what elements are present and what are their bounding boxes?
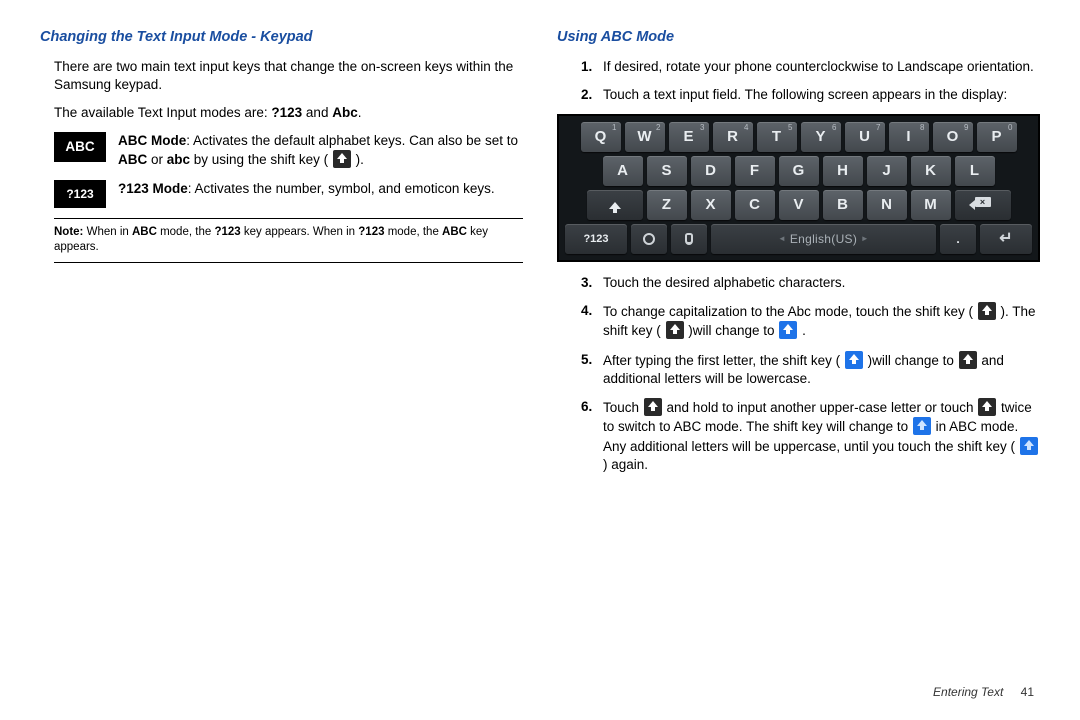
shift-icon bbox=[978, 398, 996, 416]
letter-key[interactable]: R4 bbox=[713, 122, 753, 152]
step-1: 1.If desired, rotate your phone counterc… bbox=[581, 58, 1040, 76]
letter-key[interactable]: D bbox=[691, 156, 731, 186]
period-key[interactable]: . bbox=[940, 224, 976, 254]
mode-123-key[interactable]: ?123 bbox=[565, 224, 627, 254]
letter-key[interactable]: A bbox=[603, 156, 643, 186]
page-footer: Entering Text 41 bbox=[933, 684, 1034, 700]
step-4: 4. To change capitalization to the Abc m… bbox=[581, 302, 1040, 340]
right-heading: Using ABC Mode bbox=[557, 28, 1040, 48]
steps-list-cont: 3.Touch the desired alphabetic character… bbox=[557, 274, 1040, 474]
shift-icon bbox=[959, 351, 977, 369]
abc-desc: ABC Mode: Activates the default alphabet… bbox=[118, 132, 523, 169]
letter-key[interactable]: J bbox=[867, 156, 907, 186]
letter-key[interactable]: K bbox=[911, 156, 951, 186]
step-3: 3.Touch the desired alphabetic character… bbox=[581, 274, 1040, 292]
shift-icon bbox=[978, 302, 996, 320]
step-2: 2.Touch a text input field. The followin… bbox=[581, 86, 1040, 104]
settings-key[interactable] bbox=[631, 224, 667, 254]
letter-key[interactable]: L bbox=[955, 156, 995, 186]
letter-key[interactable]: S bbox=[647, 156, 687, 186]
enter-icon: ↵ bbox=[999, 228, 1012, 250]
letter-key[interactable]: G bbox=[779, 156, 819, 186]
shift-icon bbox=[333, 150, 351, 168]
letter-key[interactable]: V bbox=[779, 190, 819, 220]
n123-desc: ?123 Mode: Activates the number, symbol,… bbox=[118, 180, 495, 198]
left-intro-1: There are two main text input keys that … bbox=[40, 58, 523, 94]
letter-key[interactable]: Y6 bbox=[801, 122, 841, 152]
letter-key[interactable]: U7 bbox=[845, 122, 885, 152]
abc-mode-row: ABC ABC Mode: Activates the default alph… bbox=[54, 132, 523, 169]
abc-badge: ABC bbox=[54, 132, 106, 162]
letter-key[interactable]: Z bbox=[647, 190, 687, 220]
n123-mode-row: ?123 ?123 Mode: Activates the number, sy… bbox=[54, 180, 523, 208]
step-6: 6. Touch and hold to input another upper… bbox=[581, 398, 1040, 474]
keyboard-figure: Q1W2E3R4T5Y6U7I8O9P0 ASDFGHJKL ZXCVBNM ?… bbox=[557, 114, 1040, 262]
letter-key[interactable]: Q1 bbox=[581, 122, 621, 152]
shift-icon bbox=[644, 398, 662, 416]
left-heading: Changing the Text Input Mode - Keypad bbox=[40, 28, 523, 48]
letter-key[interactable]: F bbox=[735, 156, 775, 186]
letter-key[interactable]: W2 bbox=[625, 122, 665, 152]
letter-key[interactable]: N bbox=[867, 190, 907, 220]
shift-icon-blue-locked bbox=[1020, 437, 1038, 455]
letter-key[interactable]: P0 bbox=[977, 122, 1017, 152]
voice-key[interactable] bbox=[671, 224, 707, 254]
space-key[interactable]: ◄ English(US) ► bbox=[711, 224, 936, 254]
gear-icon bbox=[643, 233, 655, 245]
letter-key[interactable]: C bbox=[735, 190, 775, 220]
shift-key[interactable] bbox=[587, 190, 643, 220]
step-5: 5. After typing the first letter, the sh… bbox=[581, 351, 1040, 388]
letter-key[interactable]: M bbox=[911, 190, 951, 220]
steps-list: 1.If desired, rotate your phone counterc… bbox=[557, 58, 1040, 104]
shift-icon-blue bbox=[845, 351, 863, 369]
right-column: Using ABC Mode 1.If desired, rotate your… bbox=[557, 28, 1040, 484]
letter-key[interactable]: E3 bbox=[669, 122, 709, 152]
keyboard: Q1W2E3R4T5Y6U7I8O9P0 ASDFGHJKL ZXCVBNM ?… bbox=[559, 116, 1038, 260]
footer-section: Entering Text bbox=[933, 685, 1003, 699]
left-column: Changing the Text Input Mode - Keypad Th… bbox=[40, 28, 523, 484]
letter-key[interactable]: T5 bbox=[757, 122, 797, 152]
letter-key[interactable]: I8 bbox=[889, 122, 929, 152]
enter-key[interactable]: ↵ bbox=[980, 224, 1032, 254]
note-block: Note: When in ABC mode, the ?123 key app… bbox=[54, 218, 523, 263]
letter-key[interactable]: H bbox=[823, 156, 863, 186]
backspace-key[interactable] bbox=[955, 190, 1011, 220]
shift-icon bbox=[666, 321, 684, 339]
letter-key[interactable]: X bbox=[691, 190, 731, 220]
page-number: 41 bbox=[1021, 685, 1034, 699]
n123-badge: ?123 bbox=[54, 180, 106, 208]
mic-icon bbox=[685, 233, 693, 245]
letter-key[interactable]: O9 bbox=[933, 122, 973, 152]
shift-icon-blue bbox=[779, 321, 797, 339]
letter-key[interactable]: B bbox=[823, 190, 863, 220]
left-intro-2: The available Text Input modes are: ?123… bbox=[40, 104, 523, 122]
shift-icon-blue-locked bbox=[913, 417, 931, 435]
